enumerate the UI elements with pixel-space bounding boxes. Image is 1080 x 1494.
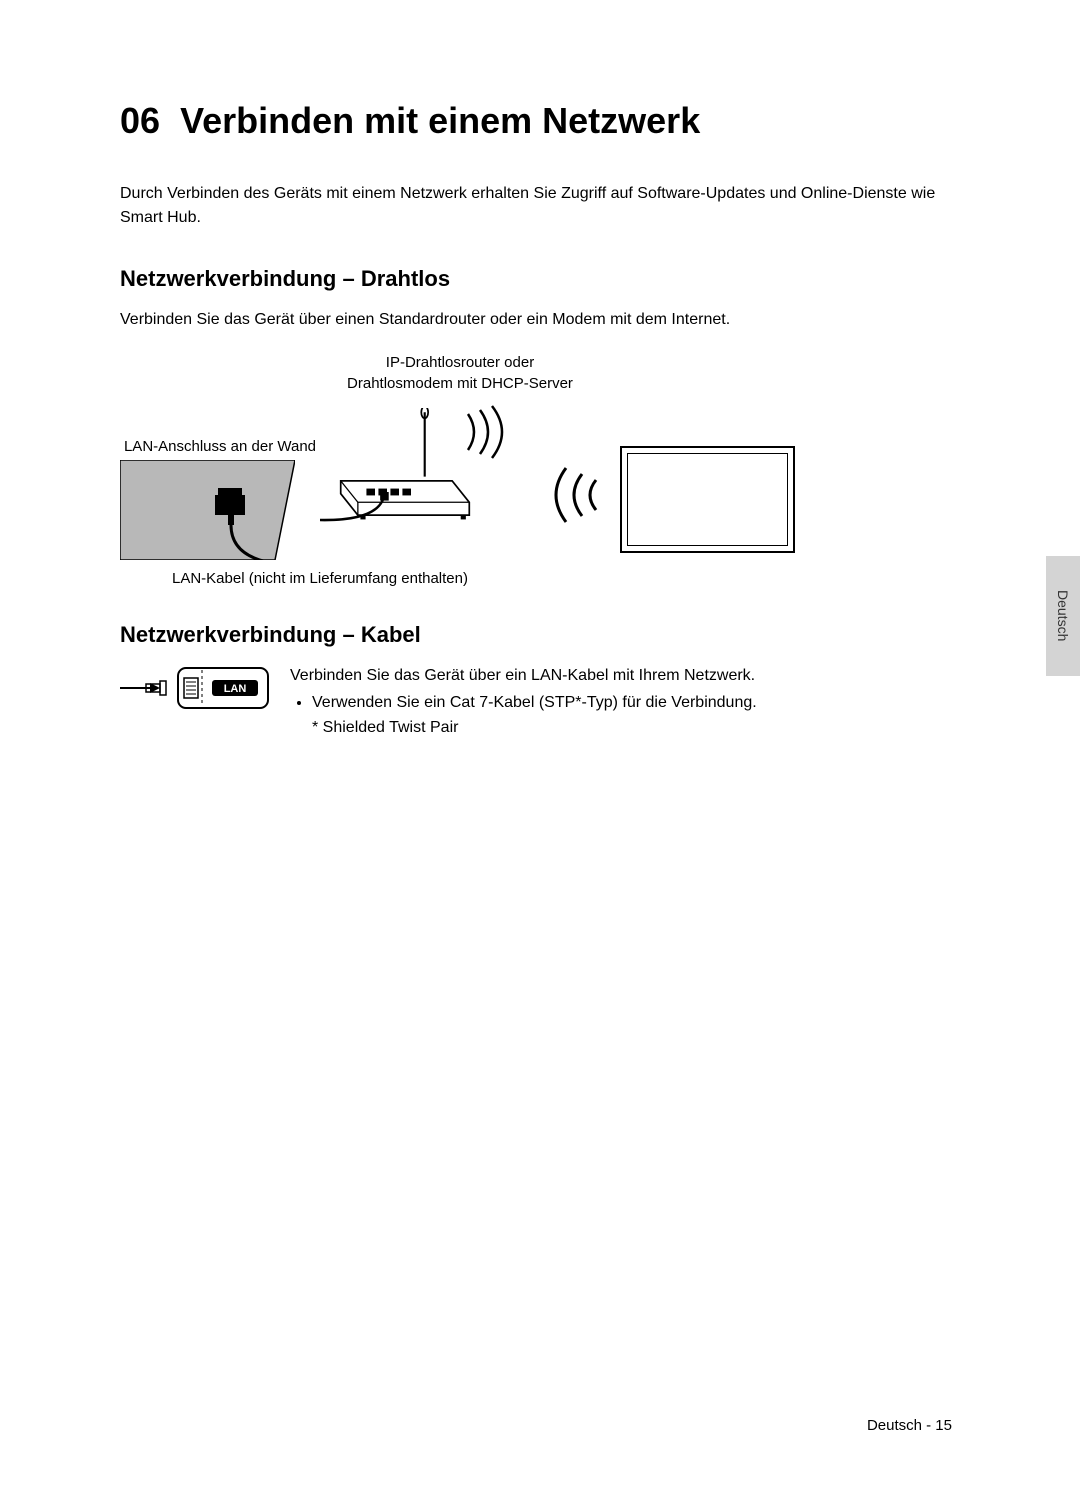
lan-port-label-text: LAN bbox=[224, 683, 247, 695]
wired-note: * Shielded Twist Pair bbox=[312, 716, 757, 741]
chapter-title-text: Verbinden mit einem Netzwerk bbox=[180, 100, 700, 141]
wireless-text: Verbinden Sie das Gerät über einen Stand… bbox=[120, 308, 970, 332]
chapter-number: 06 bbox=[120, 100, 160, 141]
wireless-heading: Netzwerkverbindung – Drahtlos bbox=[120, 266, 970, 292]
wired-intro-text: Verbinden Sie das Gerät über ein LAN-Kab… bbox=[290, 664, 757, 689]
lan-cable-label: LAN-Kabel (nicht im Lieferumfang enthalt… bbox=[160, 568, 480, 589]
wired-section: Netzwerkverbindung – Kabel bbox=[120, 622, 970, 740]
wired-bullet-item: Verwenden Sie ein Cat 7-Kabel (STP*-Typ)… bbox=[312, 691, 757, 716]
wired-heading: Netzwerkverbindung – Kabel bbox=[120, 622, 970, 648]
chapter-title: 06 Verbinden mit einem Netzwerk bbox=[120, 100, 970, 142]
wired-bullet-list: Verwenden Sie ein Cat 7-Kabel (STP*-Typ)… bbox=[312, 691, 757, 716]
wifi-signal-in-icon bbox=[538, 460, 608, 530]
page-footer: Deutsch - 15 bbox=[867, 1417, 952, 1434]
wifi-signal-out-icon bbox=[460, 402, 520, 462]
language-tab: Deutsch bbox=[1046, 556, 1080, 676]
language-tab-label: Deutsch bbox=[1055, 590, 1071, 641]
monitor-icon bbox=[620, 446, 795, 553]
wired-row: LAN Verbinden Sie das Gerät über ein LAN… bbox=[120, 664, 970, 740]
intro-paragraph: Durch Verbinden des Geräts mit einem Net… bbox=[120, 182, 970, 230]
lan-port-icon: LAN bbox=[120, 664, 270, 712]
document-page: 06 Verbinden mit einem Netzwerk Durch Ve… bbox=[0, 0, 1080, 1494]
wireless-diagram: IP-Drahtlosrouter oder Drahtlosmodem mit… bbox=[120, 352, 840, 602]
router-label: IP-Drahtlosrouter oder Drahtlosmodem mit… bbox=[310, 352, 610, 394]
wall-port-icon bbox=[120, 460, 295, 560]
wired-text-block: Verbinden Sie das Gerät über ein LAN-Kab… bbox=[290, 664, 757, 740]
wall-port-label: LAN-Anschluss an der Wand bbox=[120, 436, 320, 457]
